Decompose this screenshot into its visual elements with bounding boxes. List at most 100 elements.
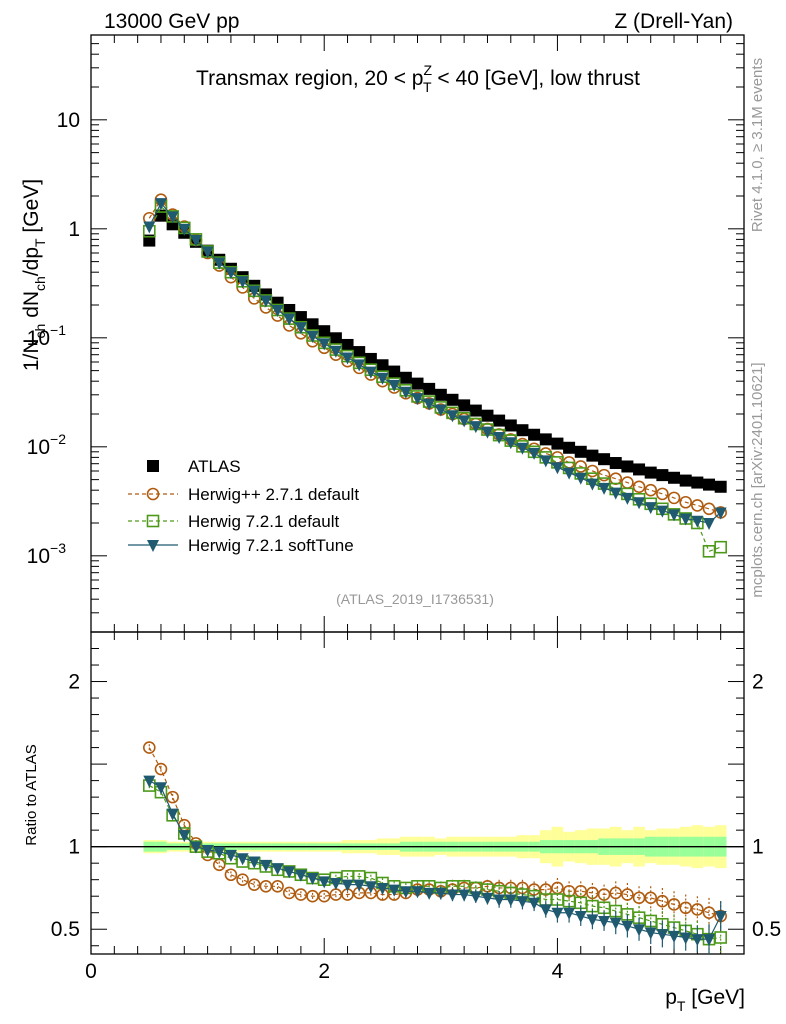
legend-label: ATLAS: [188, 457, 241, 476]
main-data-point: [493, 414, 506, 427]
main-data-point: [376, 359, 389, 372]
main-data-point: [574, 472, 587, 485]
main-data-point: [353, 359, 366, 372]
ratio-y-tick-label: 0.5: [51, 918, 80, 941]
ratio-data-point: [609, 917, 622, 930]
main-ylabel-2: ch: [32, 324, 48, 339]
main-title-sup: Z: [423, 62, 432, 78]
main-ylabel-7: [GeV]: [20, 179, 43, 239]
main-data-point: [259, 295, 272, 308]
ratio-data-point: [434, 887, 447, 900]
main-title: Transmax region, 20 < pZ T < 40 [GeV], lo…: [196, 62, 640, 95]
ratio-data-point: [609, 886, 623, 900]
main-ylabel-5: /dp: [20, 247, 43, 276]
ratio-data-point: [154, 782, 167, 795]
main-data-point: [714, 540, 727, 554]
main-data-point: [341, 352, 354, 365]
main-data-point: [563, 467, 576, 480]
main-data-point: [668, 471, 681, 484]
ratio-data-point: [644, 891, 658, 905]
ratio-data-point: [143, 775, 156, 788]
main-data-point: [586, 478, 599, 491]
ratio-data-point: [446, 889, 459, 902]
ratio-x-tick-label: 0: [85, 960, 97, 983]
legend: ATLAS Herwig++ 2.7.1 default Herwig 7.2.1 …: [128, 457, 359, 555]
main-data-point: [632, 480, 646, 494]
legend-marker: [147, 460, 159, 472]
ratio-data-point: [236, 853, 249, 866]
main-data-point: [551, 462, 564, 475]
ratio-data-point: [481, 892, 494, 905]
main-data-point: [294, 311, 307, 324]
main-data-point: [166, 211, 179, 224]
ratio-data-point: [668, 930, 681, 943]
main-data-point: [667, 491, 681, 505]
ratio-y-tick-label-right: 2: [752, 671, 764, 694]
main-data-point: [528, 428, 541, 441]
main-data-point: [516, 424, 529, 437]
ratio-data-point: [703, 934, 716, 947]
main-data-point: [423, 382, 436, 395]
main-data-point: [539, 433, 552, 446]
ratio-data-point: [586, 886, 599, 900]
main-data-point: [597, 468, 611, 482]
ratio-data-point: [656, 929, 669, 942]
main-data-point: [201, 246, 214, 259]
ratio-data-point: [621, 920, 634, 933]
main-data-point: [633, 463, 646, 476]
main-data-point: [516, 442, 529, 455]
analysis-watermark: (ATLAS_2019_I1736531): [336, 591, 494, 607]
ratio-data-point: [714, 911, 727, 924]
main-data-point: [703, 478, 716, 491]
main-data-point: [376, 372, 389, 385]
main-data-point: [539, 455, 552, 468]
main-data-point: [644, 502, 657, 515]
ratio-data-point: [458, 889, 471, 902]
main-data-point: [621, 460, 634, 473]
main-data-point: [399, 371, 412, 384]
main-y-tick-label: 1: [68, 218, 80, 241]
main-ylabel: 1/Nch dNch/dpT [GeV]: [20, 179, 48, 371]
legend-marker: [146, 487, 160, 501]
main-data-point: [178, 223, 191, 236]
ratio-data-point: [364, 881, 377, 894]
ratio-data-point: [271, 879, 284, 893]
ratio-data-point: [621, 888, 634, 901]
main-data-point: [318, 325, 331, 338]
main-y-tick-label: 10−3: [27, 540, 67, 568]
ratio-data-point: [166, 808, 179, 821]
ratio-data-point: [399, 886, 412, 899]
ratio-data-point: [143, 741, 156, 754]
ratio-data-point: [656, 894, 669, 908]
main-data-point: [656, 469, 669, 482]
ratio-data-point: [224, 849, 237, 862]
legend-label: Herwig 7.2.1 softTune: [188, 536, 354, 555]
main-data-point: [224, 267, 237, 280]
main-data-point: [504, 419, 517, 432]
main-data-point: [621, 492, 634, 505]
ratio-data-point: [306, 873, 319, 886]
main-data-point: [446, 410, 459, 423]
main-data-point: [702, 545, 716, 558]
main-ylabel-3: dN: [20, 291, 43, 324]
ratio-y-tick-label-right: 0.5: [752, 918, 781, 941]
main-ylabel-1: 1/N: [20, 338, 43, 371]
ratio-data-point: [539, 883, 553, 896]
ratio-data-point: [691, 934, 704, 947]
main-data-point: [528, 447, 541, 460]
ratio-data-point: [667, 898, 681, 911]
main-data-point: [691, 476, 704, 489]
ratio-data-point: [411, 886, 424, 899]
main-data-point: [644, 466, 657, 479]
ratio-data-point: [376, 882, 389, 895]
main-data-point: [411, 393, 424, 406]
main-data-point: [679, 513, 692, 526]
ratio-data-point: [563, 907, 576, 920]
main-data-point: [481, 426, 494, 439]
main-data-point: [423, 398, 436, 411]
main-data-point: [679, 474, 692, 487]
ratio-data-point: [259, 859, 272, 872]
x-axis-label-p: p: [665, 986, 677, 1009]
side-label-bottom: mcplots.cern.ch [arXiv:2401.10621]: [749, 362, 766, 597]
